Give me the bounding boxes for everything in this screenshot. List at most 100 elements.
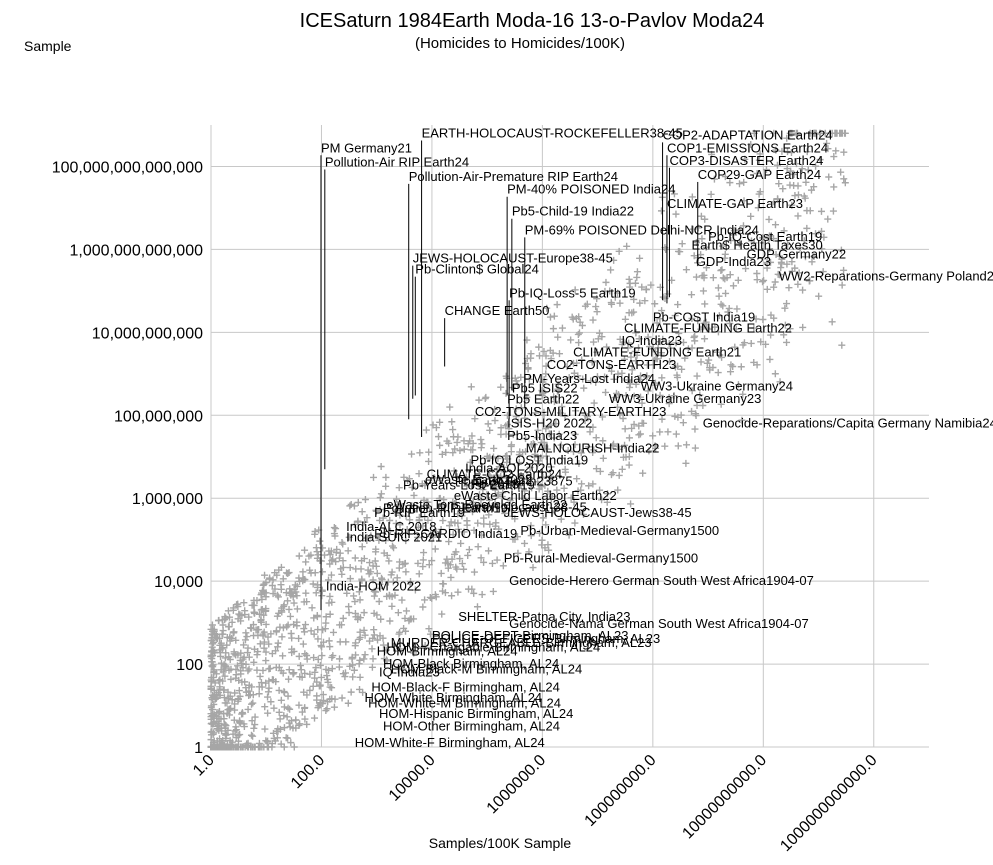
data-point (807, 186, 815, 194)
annotation-label: WW3-Ukraine Germany24 (641, 378, 793, 393)
data-point (796, 244, 804, 252)
data-point (590, 338, 598, 346)
data-point (603, 498, 611, 506)
data-point (415, 570, 423, 578)
y-axis-label: Sample (24, 38, 72, 54)
data-point (494, 454, 502, 462)
data-point (401, 614, 409, 622)
data-point (253, 666, 261, 674)
data-point (456, 447, 464, 455)
data-point (583, 300, 591, 308)
data-point (787, 149, 795, 157)
data-point (293, 592, 301, 600)
data-point (475, 491, 483, 499)
data-point (788, 267, 796, 275)
data-point (264, 693, 272, 701)
data-point (481, 505, 489, 513)
data-point (679, 419, 687, 427)
data-point (509, 431, 517, 439)
data-point (489, 453, 497, 461)
data-point (361, 651, 369, 659)
data-point (382, 646, 390, 654)
data-point (622, 392, 630, 400)
data-point (369, 634, 377, 642)
data-point (678, 240, 686, 248)
data-point (547, 355, 555, 363)
data-point (812, 162, 820, 170)
y-tick-label: 100,000,000,000,000 (52, 159, 203, 176)
annotation-label: India-AQI 2020 (465, 460, 552, 475)
data-point (773, 161, 781, 169)
data-point (473, 603, 481, 611)
data-point (521, 487, 529, 495)
data-point (512, 377, 520, 385)
data-point (358, 543, 366, 551)
data-point (724, 308, 732, 316)
data-point (300, 576, 308, 584)
data-point (550, 312, 558, 320)
data-point (249, 699, 257, 707)
data-point (823, 139, 831, 147)
data-point (209, 691, 217, 699)
data-point (636, 254, 644, 262)
annotation-label: GDP-India23 (696, 254, 771, 269)
annotation-label: COP2-ADAPTATION Earth24 (663, 127, 833, 142)
data-point (321, 551, 329, 559)
data-point (459, 504, 467, 512)
data-point (803, 224, 811, 232)
data-point (284, 597, 292, 605)
data-point (438, 610, 446, 618)
data-point (512, 405, 520, 413)
data-point (488, 559, 496, 567)
data-point (315, 682, 323, 690)
data-point (756, 150, 764, 158)
data-point (699, 401, 707, 409)
data-point (453, 438, 461, 446)
data-point (652, 355, 660, 363)
data-point (307, 627, 315, 635)
data-point (754, 204, 762, 212)
data-point (396, 645, 404, 653)
data-point (217, 659, 225, 667)
data-point (688, 291, 696, 299)
data-point (740, 197, 748, 205)
annotation-label: India-HOM 2022 (326, 578, 421, 593)
data-point (406, 580, 414, 588)
data-point (553, 486, 561, 494)
data-point (721, 250, 729, 258)
data-point (471, 415, 479, 423)
data-point (355, 588, 363, 596)
data-point (395, 484, 403, 492)
data-point (747, 212, 755, 220)
data-point (837, 168, 845, 176)
data-point (489, 481, 497, 489)
data-point (255, 739, 263, 747)
annotation-label: Pb5-India23 (507, 428, 577, 443)
data-point (383, 656, 390, 664)
data-point (772, 221, 780, 229)
data-point (800, 237, 808, 245)
data-point (388, 602, 396, 610)
data-point (570, 369, 578, 377)
data-point (583, 413, 591, 421)
data-point (248, 717, 256, 725)
data-point (811, 230, 819, 238)
data-point (490, 444, 498, 452)
data-point (700, 271, 708, 279)
data-point (460, 565, 468, 573)
data-point (285, 666, 293, 674)
data-point (732, 325, 740, 333)
data-point (465, 546, 473, 554)
data-point (326, 610, 334, 618)
data-point (368, 663, 376, 671)
data-point (715, 312, 723, 320)
data-point (602, 278, 610, 286)
data-point (279, 575, 287, 583)
data-point (649, 345, 657, 353)
data-point (396, 521, 404, 529)
data-point (449, 449, 457, 457)
data-point (544, 541, 552, 549)
data-point (517, 404, 525, 412)
data-point (415, 470, 423, 478)
data-point (241, 743, 249, 751)
